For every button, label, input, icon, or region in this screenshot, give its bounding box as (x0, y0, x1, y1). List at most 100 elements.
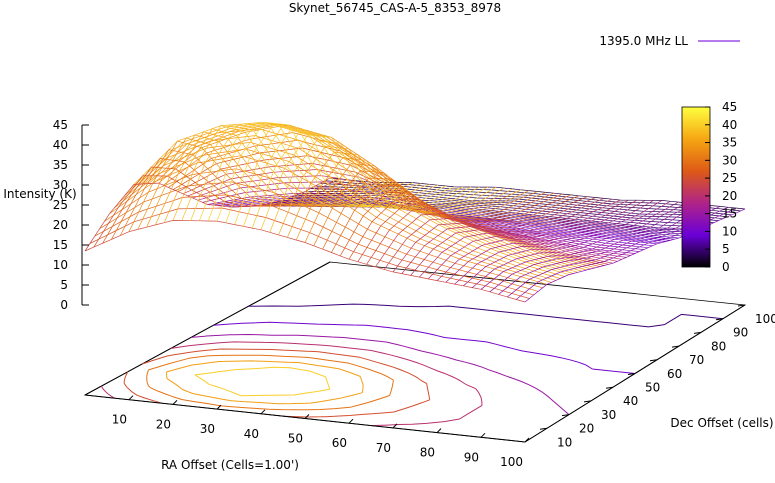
surface-line (471, 203, 696, 288)
surface-line (181, 124, 422, 221)
x-tick-label: 20 (156, 417, 171, 431)
y-tick (539, 427, 548, 430)
z-tick-label: 10 (53, 258, 68, 272)
x-tick (304, 414, 310, 419)
surface-line (339, 191, 571, 257)
colorbar-tick-label: 25 (722, 171, 737, 185)
colorbar-tick-label: 15 (722, 207, 737, 221)
surface-line (366, 197, 596, 265)
surface-line (392, 199, 621, 273)
x-tick-label: 80 (420, 446, 435, 460)
contour-line (191, 334, 570, 415)
y-tick (627, 373, 636, 375)
z-tick-label: 0 (60, 298, 68, 312)
surface-line (295, 157, 530, 241)
surface-line (243, 129, 480, 227)
surface-line (454, 201, 679, 285)
y-tick-label: 40 (623, 394, 638, 408)
z-tick-label: 5 (60, 278, 68, 292)
z-axis-label: Intensity (K) (3, 187, 76, 201)
z-tick-label: 40 (53, 138, 68, 152)
x-tick-label: 70 (376, 441, 391, 455)
x-tick (260, 409, 266, 415)
surface-line (93, 175, 339, 248)
x-tick (480, 432, 486, 438)
surface-line (102, 166, 347, 244)
surface-line (427, 199, 654, 280)
surface-line (128, 140, 372, 232)
contour-line (123, 348, 431, 418)
colorbar-tick-label: 35 (722, 136, 737, 150)
surface-line (251, 132, 488, 229)
surface-line (322, 177, 555, 250)
contour-line (100, 341, 483, 427)
surface-line (410, 199, 638, 276)
x-tick-label: 100 (500, 455, 523, 469)
y-tick (737, 304, 746, 307)
z-tick-label: 45 (53, 118, 68, 132)
colorbar: 0 5 10 15 20 25 30 35 40 45 (681, 100, 737, 274)
base-plane (83, 261, 747, 443)
surface-line (463, 202, 688, 287)
y-tick-label: 60 (667, 367, 682, 381)
x-tick (436, 428, 442, 433)
x-tick (392, 423, 398, 429)
surface-line (266, 203, 688, 235)
y-tick-label: 20 (579, 422, 594, 436)
z-tick-label: 35 (53, 158, 68, 172)
x-tick-label: 40 (244, 427, 259, 441)
surface-line (401, 199, 629, 274)
surface-line (155, 131, 397, 226)
y-tick (693, 331, 702, 334)
x-axis-back-line (84, 261, 331, 396)
contour-line (166, 360, 364, 405)
colorbar-tick-label: 10 (722, 224, 737, 238)
x-axis-label: RA Offset (Cells=1.00') (161, 458, 299, 472)
y-tick-label: 10 (557, 435, 572, 449)
surface-line (119, 149, 364, 236)
colorbar-tick-label: 45 (722, 100, 737, 114)
legend: 1395.0 MHz LL (599, 34, 740, 48)
surface-line (146, 134, 389, 228)
chart-title: Skynet_56745_CAS-A-5_8353_8978 (289, 1, 501, 15)
x-tick-label: 30 (200, 422, 215, 436)
colorbar-rect (681, 106, 711, 268)
y-tick-label: 30 (601, 408, 616, 422)
surface-line (137, 137, 380, 230)
surface-line (313, 170, 546, 246)
y-tick (715, 318, 724, 321)
surface-line (348, 195, 580, 260)
contour-line (248, 303, 724, 328)
surface-line (172, 125, 414, 221)
surface-line (383, 198, 613, 270)
surface-line (304, 163, 538, 243)
contour-line (194, 366, 331, 397)
z-tick-label: 20 (53, 218, 68, 232)
y-tick-label: 70 (689, 353, 704, 367)
y-tick-label: 80 (711, 339, 726, 353)
z-tick-label: 25 (53, 198, 68, 212)
x-tick (172, 400, 178, 405)
x-tick-label: 60 (332, 436, 347, 450)
y-tick (605, 386, 614, 389)
y-tick (649, 359, 658, 362)
surface-line (445, 200, 671, 283)
base-plane-outline (83, 261, 747, 443)
z-tick-label: 30 (53, 178, 68, 192)
x-tick-label: 10 (112, 413, 127, 427)
surface-line (436, 200, 663, 281)
y-tick (561, 414, 570, 417)
x-tick (348, 418, 354, 424)
surface-line (260, 134, 497, 230)
colorbar-tick-label: 40 (722, 118, 737, 132)
y-tick (583, 400, 592, 403)
surface-line (489, 205, 712, 293)
surface-line (207, 122, 447, 222)
surface-line (269, 140, 505, 233)
surface-line (278, 145, 513, 236)
colorbar-tick-label: 20 (722, 189, 737, 203)
x-tick-label: 90 (464, 450, 479, 464)
surface-line (287, 151, 522, 238)
surface-line (419, 199, 646, 278)
